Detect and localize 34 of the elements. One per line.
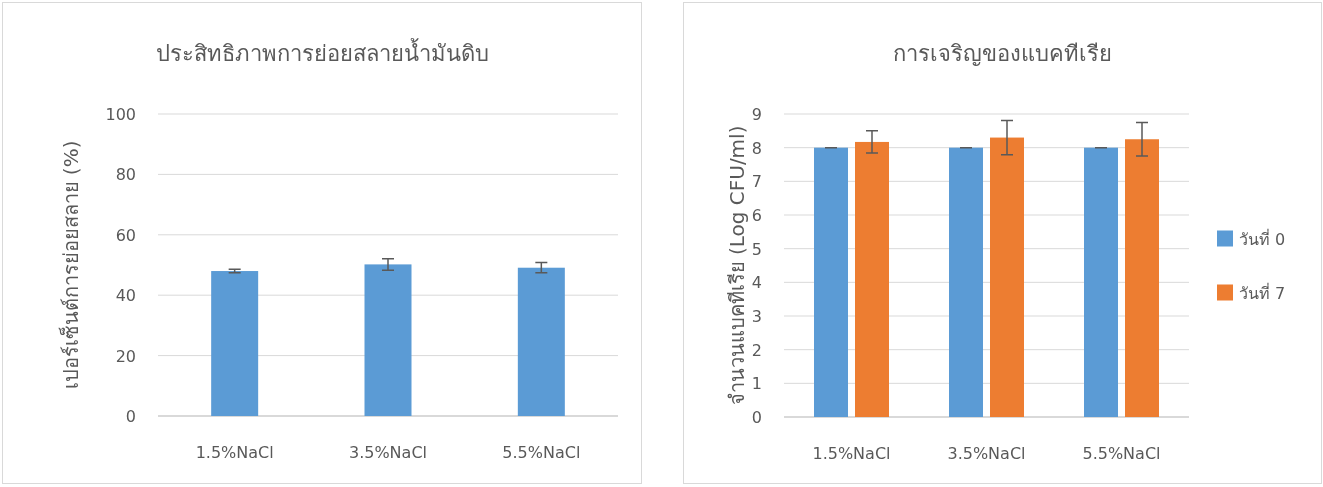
y-tick-label: 0 <box>751 408 762 427</box>
x-tick-label: 1.5%NaCl <box>812 444 891 463</box>
y-tick-label: 3 <box>751 307 762 326</box>
y-tick-label: 9 <box>751 105 762 124</box>
y-tick-label: 2 <box>751 340 762 360</box>
bar <box>814 147 848 417</box>
bar <box>990 137 1024 417</box>
chart-title: ประสิทธิภาพการย่อยสลายน้ำมันดิบ <box>155 38 489 66</box>
y-tick-label: 100 <box>105 105 136 124</box>
y-tick-label: 5 <box>751 239 762 259</box>
y-tick-label: 60 <box>115 225 136 245</box>
y-tick-label: 20 <box>115 346 136 366</box>
bar <box>949 147 983 417</box>
y-tick-label: 80 <box>115 165 136 185</box>
y-axis-title: เปอร์เซ็นต์การย่อยสลาย (%) <box>58 140 83 390</box>
legend-label: วันที่ 7 <box>1239 281 1286 303</box>
x-tick-label: 5.5%NaCl <box>1082 444 1161 463</box>
chart-title: การเจริญของแบคทีเรีย <box>893 41 1112 66</box>
bar <box>1125 139 1159 417</box>
y-tick-label: 40 <box>115 286 136 306</box>
x-tick-label: 3.5%NaCl <box>947 444 1026 463</box>
y-tick-label: 6 <box>751 206 762 225</box>
x-tick-label: 3.5%NaCl <box>348 443 428 462</box>
y-tick-label: 1 <box>751 374 762 394</box>
x-tick-label: 1.5%NaCl <box>195 443 274 462</box>
y-axis-title: จำนวนแบคทีเรีย (Log CFU/ml) <box>725 125 749 406</box>
y-tick-label: 0 <box>125 407 136 426</box>
y-tick-label: 4 <box>751 273 762 293</box>
bar <box>1084 147 1118 417</box>
bar <box>855 141 889 417</box>
x-tick-label: 5.5%NaCl <box>502 443 581 462</box>
y-tick-label: 8 <box>751 138 762 158</box>
y-tick-label: 7 <box>751 172 762 192</box>
legend-label: วันที่ 0 <box>1239 227 1286 249</box>
